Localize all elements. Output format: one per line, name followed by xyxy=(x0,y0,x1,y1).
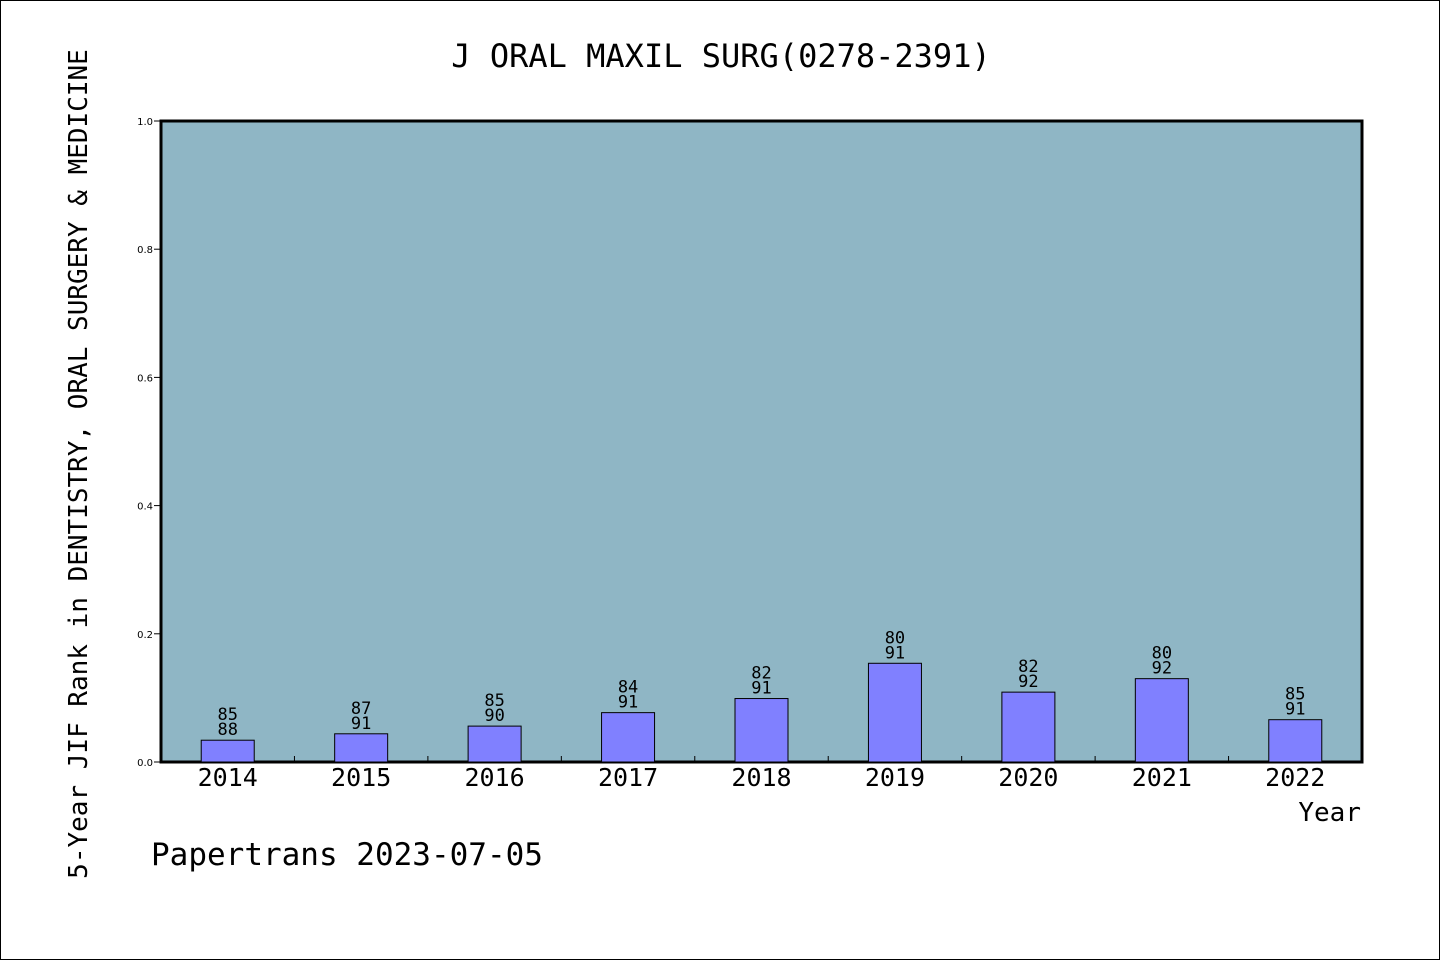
y-tick-label: 0.2 xyxy=(137,630,153,641)
data-label-top: 87 xyxy=(351,699,371,719)
data-label-top: 80 xyxy=(885,628,905,648)
data-label-top: 84 xyxy=(618,678,638,698)
x-axis: 2014 2015 2016 2017 2018 2019 2020 2021 2022 xyxy=(198,756,1325,792)
plot-area xyxy=(159,119,1364,764)
x-tick-label: 2014 xyxy=(198,763,258,792)
data-label-bottom: 91 xyxy=(1285,700,1305,720)
bar xyxy=(334,733,389,763)
data-label-bottom: 91 xyxy=(751,679,771,699)
data-label-bottom: 91 xyxy=(351,714,371,734)
data-label-top: 85 xyxy=(217,705,237,725)
y-tick-label: 0.8 xyxy=(137,245,153,256)
bar xyxy=(1134,678,1189,763)
data-label-top: 85 xyxy=(1285,685,1305,705)
data-label-top: 82 xyxy=(751,664,771,684)
y-axis-label: 5-Year JIF Rank in DENTISTRY, ORAL SURGE… xyxy=(64,49,94,879)
x-tick-label: 2016 xyxy=(465,763,525,792)
footer-credit: Papertrans 2023-07-05 xyxy=(151,837,543,873)
y-tick-label: 0.0 xyxy=(137,758,153,769)
data-label-bottom: 92 xyxy=(1152,659,1172,679)
x-tick-label: 2022 xyxy=(1265,763,1325,792)
bar xyxy=(601,712,656,763)
x-tick-label: 2019 xyxy=(865,763,925,792)
bar xyxy=(734,698,789,763)
bar xyxy=(1268,719,1323,763)
data-label-bottom: 91 xyxy=(885,643,905,663)
y-axis: 0.0 0.2 0.4 0.6 0.8 1.0 xyxy=(137,117,161,769)
data-label-top: 82 xyxy=(1018,657,1038,677)
bar xyxy=(867,662,922,763)
data-label-top: 85 xyxy=(484,691,504,711)
data-label-bottom: 91 xyxy=(618,693,638,713)
x-axis-label: Year xyxy=(1298,798,1361,828)
bar xyxy=(1001,691,1056,763)
data-label-bottom: 88 xyxy=(217,720,237,740)
x-tick-label: 2021 xyxy=(1132,763,1192,792)
y-tick-label: 0.6 xyxy=(137,373,153,384)
x-tick-label: 2018 xyxy=(731,763,791,792)
y-tick-label: 0.4 xyxy=(137,502,153,513)
data-label-bottom: 90 xyxy=(484,706,504,726)
x-tick-label: 2015 xyxy=(331,763,391,792)
bar xyxy=(467,725,522,763)
data-label-bottom: 92 xyxy=(1018,672,1038,692)
data-label-top: 80 xyxy=(1152,644,1172,664)
chart-title: J ORAL MAXIL SURG(0278-2391) xyxy=(451,37,990,75)
bar xyxy=(200,739,255,763)
x-tick-label: 2017 xyxy=(598,763,658,792)
x-tick-label: 2020 xyxy=(998,763,1058,792)
y-tick-label: 1.0 xyxy=(137,117,153,128)
